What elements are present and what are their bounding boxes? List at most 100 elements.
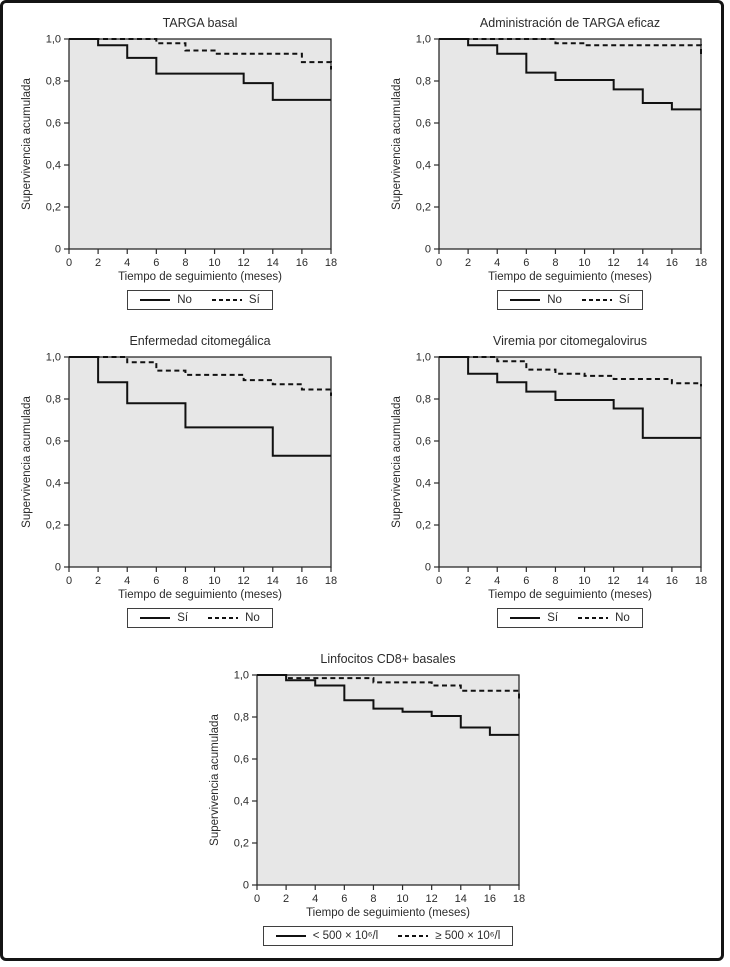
solid-line-sample <box>140 617 171 619</box>
svg-text:16: 16 <box>666 575 678 587</box>
svg-text:12: 12 <box>238 575 250 587</box>
panel-enfermedad-citomegalica: Enfermedad citomegálica 0 0,2 0,4 0,6 0,8 1,0… <box>7 331 351 628</box>
legend-label: No <box>547 294 562 306</box>
svg-text:0: 0 <box>436 257 442 269</box>
svg-text:6: 6 <box>523 257 529 269</box>
legend-label: Sí <box>177 612 189 624</box>
legend-item-solid: No <box>140 294 192 306</box>
survival-plot: 0 0,2 0,4 0,6 0,8 1,0 0 2 4 6 8 10 12 14 16 18 <box>416 34 707 270</box>
svg-text:18: 18 <box>695 575 707 587</box>
legend-item-dashed: Sí <box>581 294 630 306</box>
x-axis-label: Tiempo de seguimiento (meses) <box>306 907 470 919</box>
svg-text:4: 4 <box>124 575 130 587</box>
svg-text:18: 18 <box>325 257 337 269</box>
dashed-line-sample <box>398 935 429 937</box>
legend: No Sí <box>439 290 701 310</box>
svg-text:6: 6 <box>523 575 529 587</box>
legend-item-solid: No <box>510 294 562 306</box>
chart-title: Enfermedad citomegálica <box>129 334 271 348</box>
svg-text:2: 2 <box>465 575 471 587</box>
svg-text:0,4: 0,4 <box>46 478 61 490</box>
svg-text:16: 16 <box>666 257 678 269</box>
svg-text:0: 0 <box>66 575 72 587</box>
svg-text:4: 4 <box>124 257 130 269</box>
svg-text:14: 14 <box>637 575 649 587</box>
dashed-line-sample <box>208 617 239 619</box>
svg-text:4: 4 <box>494 575 500 587</box>
svg-text:0,2: 0,2 <box>46 520 61 532</box>
svg-text:0: 0 <box>55 562 61 574</box>
legend: Sí No <box>439 608 701 628</box>
x-axis-label: Tiempo de seguimiento (meses) <box>118 271 282 283</box>
y-axis-label: Supervivencia acumulada <box>21 396 33 528</box>
svg-text:0,2: 0,2 <box>46 202 61 214</box>
legend-box: Sí No <box>497 608 643 628</box>
solid-line-sample <box>275 935 306 937</box>
svg-text:14: 14 <box>455 893 467 905</box>
survival-plot: 0 0,2 0,4 0,6 0,8 1,0 0 2 4 6 8 10 12 14 16 18 <box>46 352 337 588</box>
svg-text:0,4: 0,4 <box>46 160 61 172</box>
svg-text:2: 2 <box>95 257 101 269</box>
svg-text:10: 10 <box>578 575 590 587</box>
legend-label: No <box>615 612 630 624</box>
svg-text:0: 0 <box>55 244 61 256</box>
legend-item-solid: < 500 × 10⁶/l <box>275 930 379 942</box>
svg-text:18: 18 <box>325 575 337 587</box>
legend-item-dashed: No <box>208 612 260 624</box>
svg-text:14: 14 <box>637 257 649 269</box>
legend-item-solid: Sí <box>140 612 188 624</box>
y-axis-label: Supervivencia acumulada <box>391 78 403 210</box>
svg-text:4: 4 <box>494 257 500 269</box>
svg-text:2: 2 <box>95 575 101 587</box>
svg-text:6: 6 <box>153 575 159 587</box>
svg-text:0,6: 0,6 <box>416 118 431 130</box>
survival-plot: 0 0,2 0,4 0,6 0,8 1,0 0 2 4 6 8 10 12 14 16 18 <box>46 34 337 270</box>
svg-text:0,2: 0,2 <box>416 202 431 214</box>
svg-text:12: 12 <box>608 257 620 269</box>
svg-text:0,8: 0,8 <box>46 394 61 406</box>
svg-text:10: 10 <box>208 257 220 269</box>
legend-item-dashed: ≥ 500 × 10⁶/l <box>398 930 500 942</box>
survival-plot: 0 0,2 0,4 0,6 0,8 1,0 0 2 4 6 8 10 12 14 16 18 <box>416 352 707 588</box>
chart-title: Administración de TARGA eficaz <box>479 16 661 30</box>
legend-item-solid: Sí <box>510 612 558 624</box>
svg-text:0,4: 0,4 <box>416 160 431 172</box>
svg-text:16: 16 <box>296 257 308 269</box>
svg-text:8: 8 <box>182 575 188 587</box>
solid-line-sample <box>140 299 171 301</box>
svg-text:1,0: 1,0 <box>46 352 61 364</box>
panel-linfocitos-cd8: Linfocitos CD8+ basales 0 0,2 0,4 0,6 0,8 1,0… <box>195 649 539 946</box>
legend-label: Sí <box>618 294 630 306</box>
legend: Sí No <box>69 608 331 628</box>
svg-text:0,8: 0,8 <box>46 76 61 88</box>
svg-text:6: 6 <box>341 893 347 905</box>
svg-text:0,6: 0,6 <box>234 754 249 766</box>
svg-text:12: 12 <box>426 893 438 905</box>
legend-label: Sí <box>547 612 559 624</box>
svg-text:0,6: 0,6 <box>416 436 431 448</box>
svg-text:0: 0 <box>425 562 431 574</box>
legend-box: Sí No <box>127 608 273 628</box>
dashed-line-sample <box>211 299 242 301</box>
legend: < 500 × 10⁶/l ≥ 500 × 10⁶/l <box>257 926 519 946</box>
svg-text:8: 8 <box>370 893 376 905</box>
solid-line-sample <box>510 299 541 301</box>
legend-label: < 500 × 10⁶/l <box>312 930 379 942</box>
svg-text:1,0: 1,0 <box>416 352 431 364</box>
x-axis-label: Tiempo de seguimiento (meses) <box>118 589 282 601</box>
legend-label: Sí <box>248 294 260 306</box>
svg-text:16: 16 <box>296 575 308 587</box>
svg-text:2: 2 <box>465 257 471 269</box>
solid-line-sample <box>510 617 541 619</box>
panel-targa-eficaz: Administración de TARGA eficaz 0 0,2 0,4 0,… <box>377 13 721 310</box>
svg-text:2: 2 <box>283 893 289 905</box>
y-axis-label: Supervivencia acumulada <box>21 78 33 210</box>
svg-text:0: 0 <box>66 257 72 269</box>
svg-text:1,0: 1,0 <box>234 670 249 682</box>
svg-text:0,6: 0,6 <box>46 118 61 130</box>
chart-title: Linfocitos CD8+ basales <box>320 652 456 666</box>
svg-text:18: 18 <box>695 257 707 269</box>
svg-text:12: 12 <box>608 575 620 587</box>
legend: No Sí <box>69 290 331 310</box>
svg-text:0,8: 0,8 <box>234 712 249 724</box>
